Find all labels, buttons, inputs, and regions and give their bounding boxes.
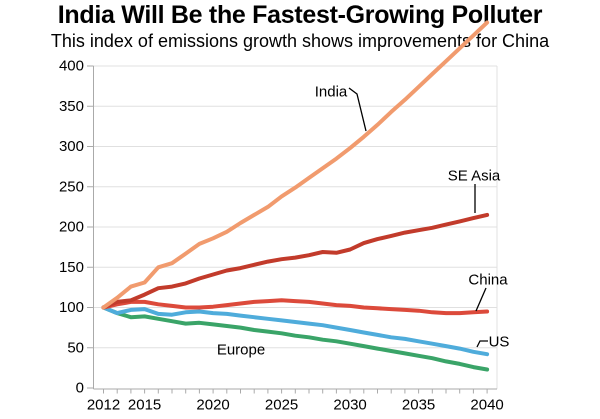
y-tick-label-150: 150: [59, 259, 84, 276]
x-tick-label-2025: 2025: [265, 396, 298, 413]
y-tick-label-100: 100: [59, 299, 84, 316]
series-label-leader-us: [476, 340, 488, 348]
chart-title: India Will Be the Fastest-Growing Pollut…: [57, 1, 543, 29]
y-tick-label-50: 50: [67, 339, 84, 356]
series-label-india: India: [315, 84, 348, 101]
series-line-se-asia: [101, 212, 490, 310]
series-line-europe: [101, 305, 490, 372]
series-label-china: China: [468, 272, 508, 289]
y-tick-label-300: 300: [59, 138, 84, 155]
x-tick-label-2012: 2012: [87, 396, 120, 413]
x-tick-label-2015: 2015: [128, 396, 161, 413]
chart-subtitle: This index of emissions growth shows imp…: [50, 31, 550, 51]
x-tick-label-2040: 2040: [470, 396, 503, 413]
series-label-europe: Europe: [217, 342, 265, 359]
series-line-china: [101, 298, 490, 316]
y-tick-label-250: 250: [59, 178, 84, 195]
y-tick-label-400: 400: [59, 58, 84, 75]
x-tick-label-2035: 2035: [402, 396, 435, 413]
series-label-leader-india: [348, 87, 367, 132]
y-tick-label-0: 0: [76, 380, 84, 397]
series-line-india: [101, 20, 490, 310]
series-label-se-asia: SE Asia: [448, 168, 501, 185]
y-tick-label-200: 200: [59, 219, 84, 236]
series-line-us: [101, 305, 490, 357]
x-tick-label-2030: 2030: [333, 396, 366, 413]
series-label-us: US: [489, 334, 510, 351]
series-label-leader-china: [475, 287, 487, 312]
y-tick-label-350: 350: [59, 98, 84, 115]
x-tick-label-2020: 2020: [196, 396, 229, 413]
